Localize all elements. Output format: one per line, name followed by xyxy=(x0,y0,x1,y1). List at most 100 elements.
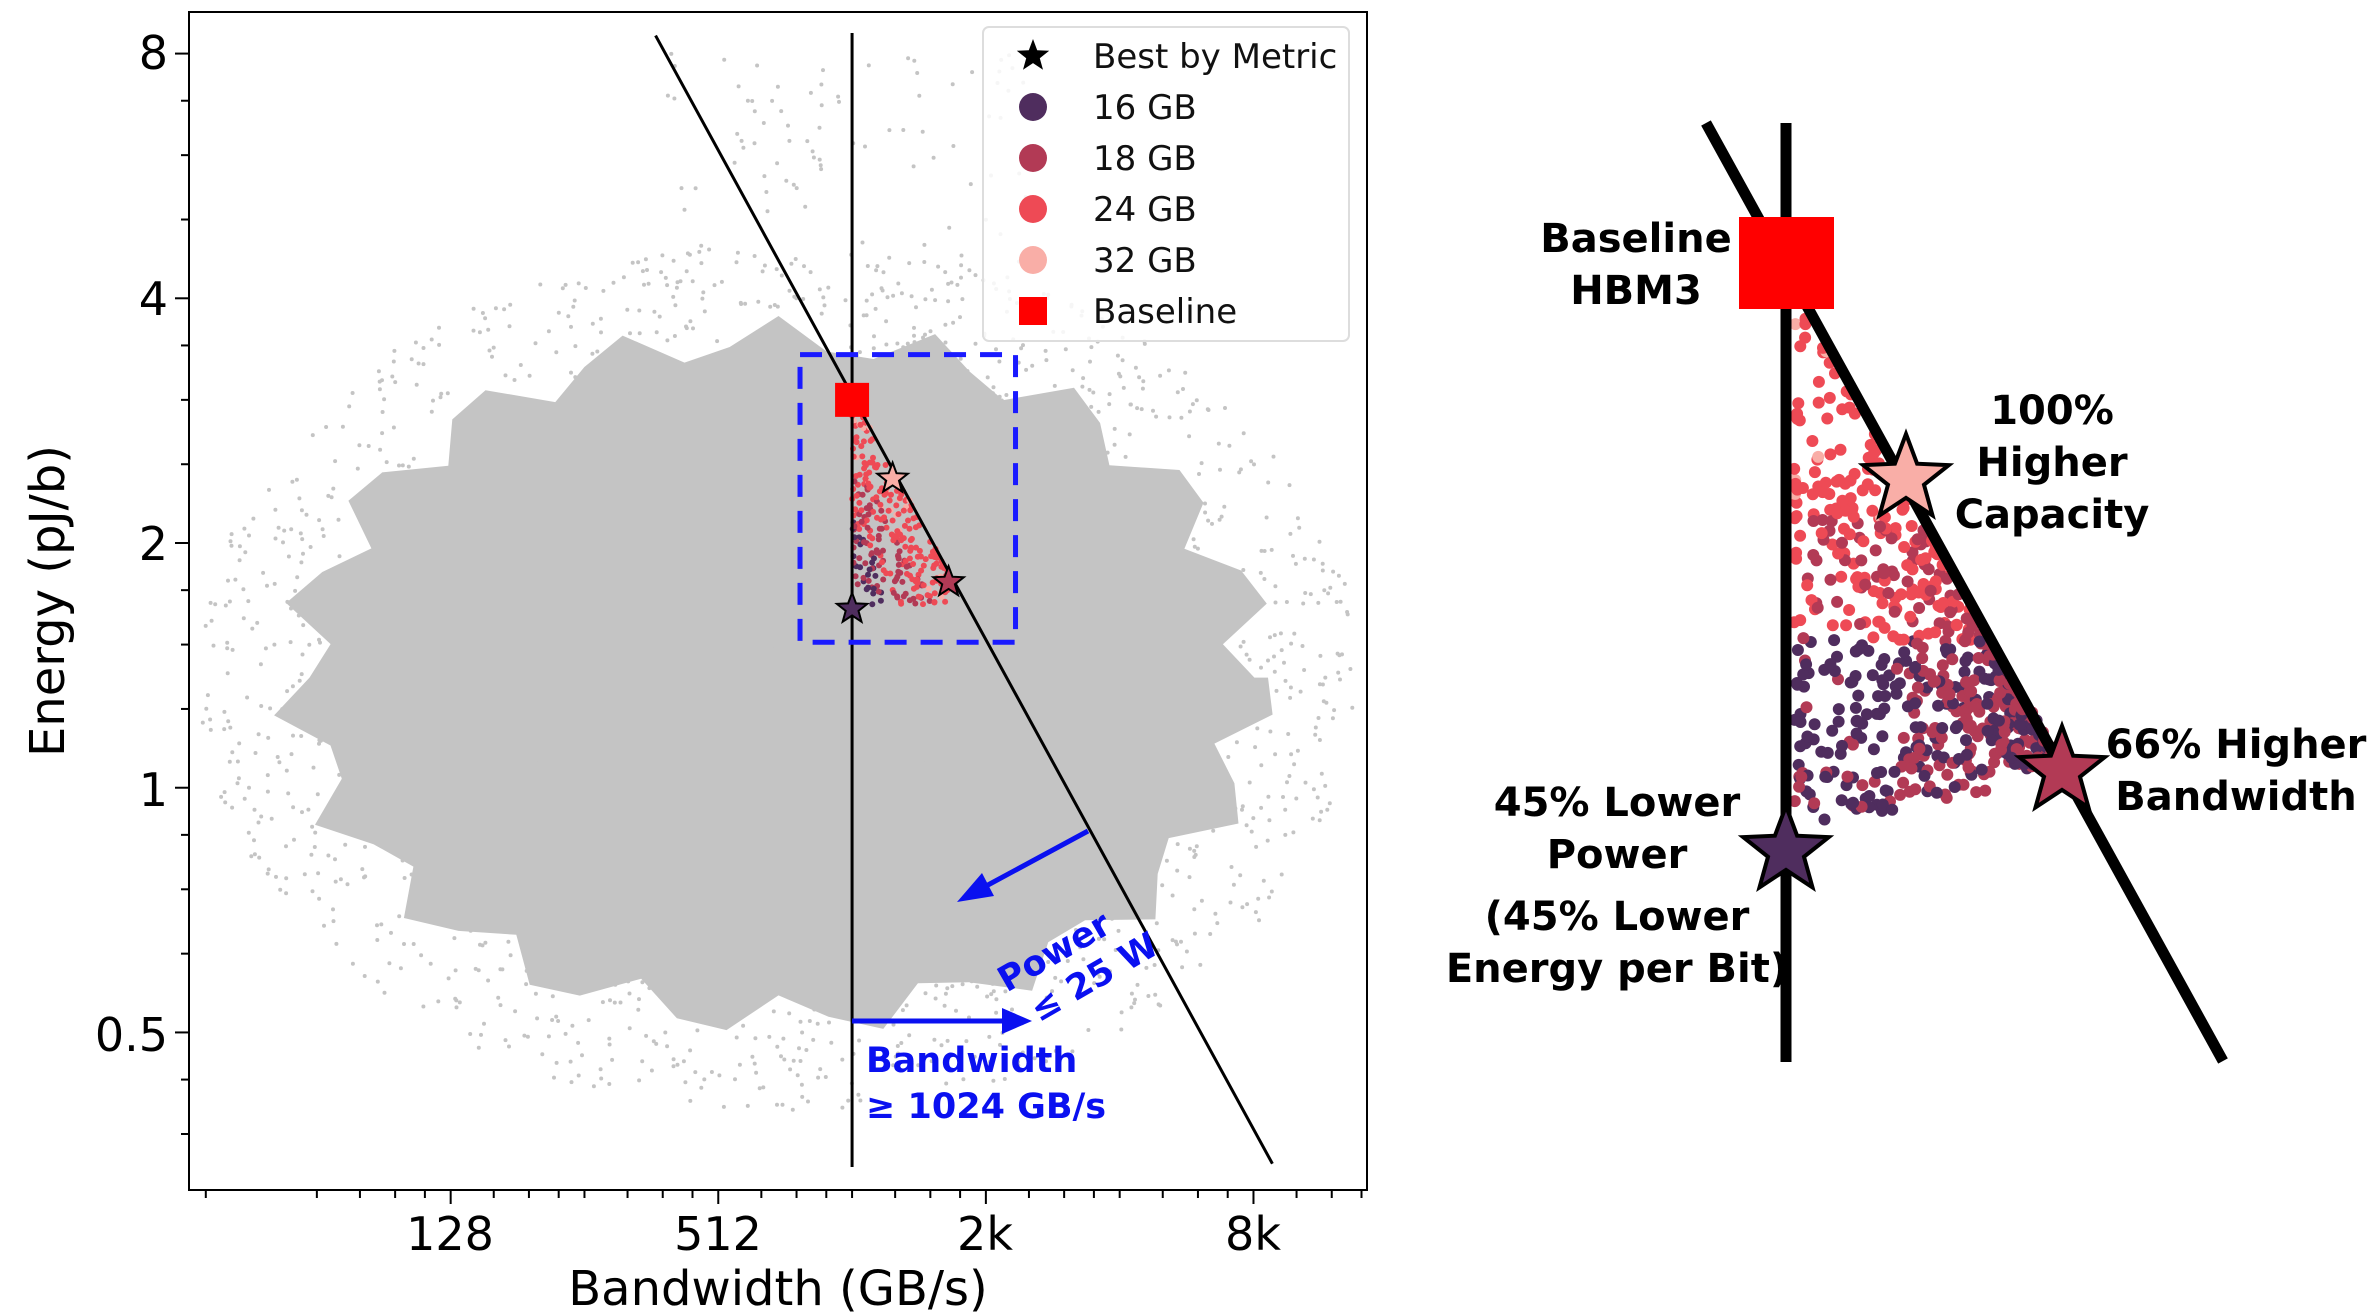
background-point xyxy=(331,486,336,491)
inset-point xyxy=(1901,559,1914,572)
background-point xyxy=(639,805,644,810)
background-point xyxy=(506,911,511,916)
background-point xyxy=(822,467,826,471)
background-point xyxy=(1120,693,1125,698)
background-point xyxy=(637,308,642,313)
background-point xyxy=(770,698,775,703)
background-point xyxy=(392,678,397,683)
background-point xyxy=(632,908,637,913)
background-point xyxy=(1284,600,1289,604)
background-point xyxy=(678,582,683,587)
background-point xyxy=(959,739,964,744)
inset-point xyxy=(1875,658,1888,671)
background-point xyxy=(1081,376,1086,381)
background-point xyxy=(1064,503,1069,508)
background-point xyxy=(1244,652,1249,657)
background-point xyxy=(599,799,604,804)
background-point xyxy=(541,791,546,796)
background-point xyxy=(866,649,871,654)
background-point xyxy=(355,466,360,471)
background-point xyxy=(955,389,960,393)
background-point xyxy=(601,288,606,293)
background-point xyxy=(1231,798,1236,803)
background-point xyxy=(689,642,694,647)
background-point xyxy=(415,565,420,570)
background-point xyxy=(1235,570,1240,575)
background-point xyxy=(1219,651,1224,655)
background-point xyxy=(1098,803,1103,808)
legend-label: Best by Metric xyxy=(1093,37,1337,77)
background-point xyxy=(803,488,808,493)
background-point xyxy=(286,791,291,796)
background-point xyxy=(1138,695,1143,700)
background-point xyxy=(1018,513,1023,517)
feasible-point xyxy=(853,439,860,446)
background-point xyxy=(778,760,783,765)
background-point xyxy=(259,704,264,708)
background-point xyxy=(342,786,347,791)
background-point xyxy=(822,774,826,778)
background-point xyxy=(1188,705,1193,710)
background-point xyxy=(475,615,479,620)
background-point xyxy=(1072,454,1077,459)
background-point xyxy=(923,297,928,302)
background-point xyxy=(876,394,881,399)
background-point xyxy=(1119,478,1124,483)
background-point xyxy=(1154,921,1159,926)
background-point xyxy=(846,368,851,373)
background-point xyxy=(441,597,446,602)
background-point xyxy=(743,401,748,406)
feasible-point xyxy=(865,577,872,584)
background-point xyxy=(1230,820,1235,825)
background-point xyxy=(519,486,523,491)
background-point xyxy=(906,688,911,693)
background-point xyxy=(836,734,841,739)
background-point xyxy=(697,249,702,254)
background-point xyxy=(549,560,554,565)
background-point xyxy=(1192,907,1197,912)
background-point xyxy=(687,886,692,891)
background-point xyxy=(438,395,443,400)
background-point xyxy=(227,599,232,604)
background-point xyxy=(896,377,901,382)
feasible-point xyxy=(875,549,882,556)
inset-point xyxy=(2005,751,2018,764)
background-point xyxy=(729,964,734,969)
background-point xyxy=(647,605,652,610)
background-point xyxy=(380,410,385,414)
background-point xyxy=(1054,812,1058,817)
background-point xyxy=(547,788,552,793)
background-point xyxy=(527,373,532,378)
background-point xyxy=(1009,538,1014,543)
background-point xyxy=(951,144,956,148)
background-point xyxy=(296,613,301,618)
background-point xyxy=(639,918,644,923)
background-point xyxy=(568,1059,573,1064)
background-point xyxy=(1204,633,1209,638)
background-point xyxy=(268,706,273,711)
background-point xyxy=(893,739,898,744)
background-point xyxy=(496,662,501,666)
background-point xyxy=(1096,887,1101,892)
y-axis-title: Energy (pJ/b) xyxy=(20,445,76,757)
background-point xyxy=(1087,387,1092,392)
background-point xyxy=(752,109,757,114)
background-point xyxy=(858,1098,863,1103)
inset-point xyxy=(1859,578,1872,591)
background-point xyxy=(1187,409,1192,414)
background-point xyxy=(434,638,439,643)
background-point xyxy=(504,804,509,809)
background-point xyxy=(675,920,680,925)
background-point xyxy=(839,697,844,702)
background-point xyxy=(200,720,205,725)
background-point xyxy=(807,1019,812,1023)
background-point xyxy=(1038,803,1043,808)
background-point xyxy=(782,374,787,379)
background-point xyxy=(1160,883,1165,888)
y-tick-label: 1 xyxy=(139,763,168,817)
background-point xyxy=(521,871,526,875)
background-point xyxy=(725,832,730,837)
background-point xyxy=(719,595,724,600)
background-point xyxy=(1080,384,1085,389)
feasible-point xyxy=(898,491,905,498)
